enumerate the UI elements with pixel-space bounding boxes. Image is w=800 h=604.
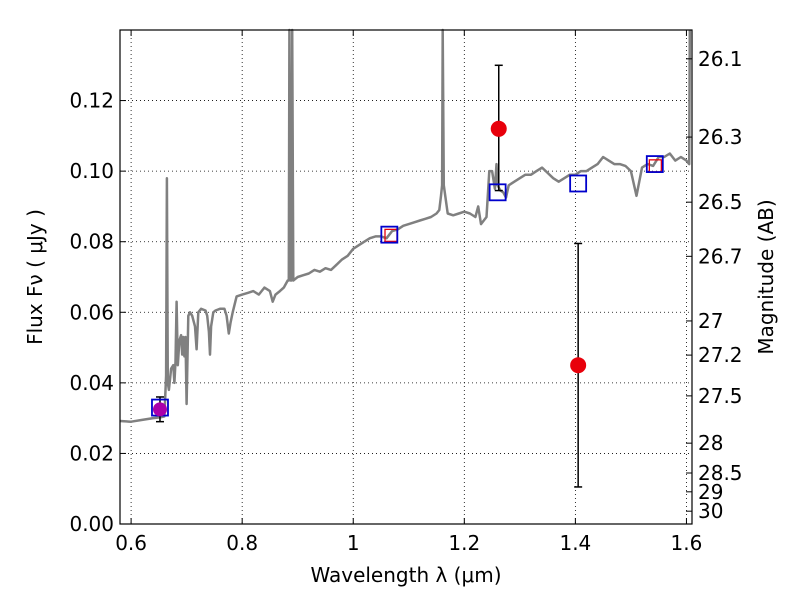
y-tick-label: 0.04: [69, 371, 114, 395]
x-tick-label: 1.4: [559, 531, 591, 555]
model-photometry-square: [488, 183, 507, 202]
y-tick-label: 0.10: [69, 159, 114, 183]
x-axis-label: Wavelength λ (μm): [310, 563, 501, 587]
model-spectrum-line: [119, 28, 692, 423]
markers-layer: [151, 120, 664, 417]
model-photometry-square: [645, 155, 664, 173]
y-tick-label: 0.06: [69, 300, 114, 324]
y-tick-label: 0.02: [69, 441, 114, 465]
detection-data-point: [570, 357, 587, 374]
y-axis-label-right: Magnitude (AB): [754, 199, 778, 354]
x-tick-label: 1.6: [671, 531, 703, 555]
right-tick-label: 26.1: [698, 47, 743, 71]
y-tick-label: 0.12: [69, 89, 114, 113]
grid-lines: [120, 30, 692, 525]
error-bars-layer: [155, 64, 583, 488]
model-photometry-square: [569, 174, 588, 193]
right-tick-label: 26.5: [698, 190, 743, 214]
model-photometry-square: [380, 225, 399, 244]
model-spectrum-layer: [119, 28, 692, 423]
x-tick-label: 0.6: [115, 531, 147, 555]
x-tick-label: 1: [347, 531, 360, 555]
magenta-data-point: [152, 402, 167, 417]
detection-data-point: [490, 120, 507, 137]
right-tick-label: 29: [698, 480, 723, 504]
right-tick-label: 27: [698, 309, 723, 333]
y-tick-label: 0.08: [69, 230, 114, 254]
right-tick-label: 28: [698, 431, 723, 455]
right-tick-label: 27.5: [698, 384, 743, 408]
y-tick-label: 0.00: [69, 512, 114, 536]
right-tick-label: 27.2: [698, 343, 743, 367]
x-tick-label: 1.2: [448, 531, 480, 555]
right-tick-label: 30: [698, 499, 723, 523]
right-tick-label: 28.5: [698, 461, 743, 485]
x-tick-label: 0.8: [226, 531, 258, 555]
right-tick-label: 26.7: [698, 244, 743, 268]
plot-frame: [119, 29, 693, 525]
y-axis-label-left: Flux Fν ( μJy ): [23, 209, 47, 345]
ticks-layer: 0.6 0.8 1 1.2 1.4 1.6 0.00 0.02 0.04 0.06 0.08 0.10…: [69, 30, 743, 555]
right-tick-label: 26.3: [698, 125, 743, 149]
